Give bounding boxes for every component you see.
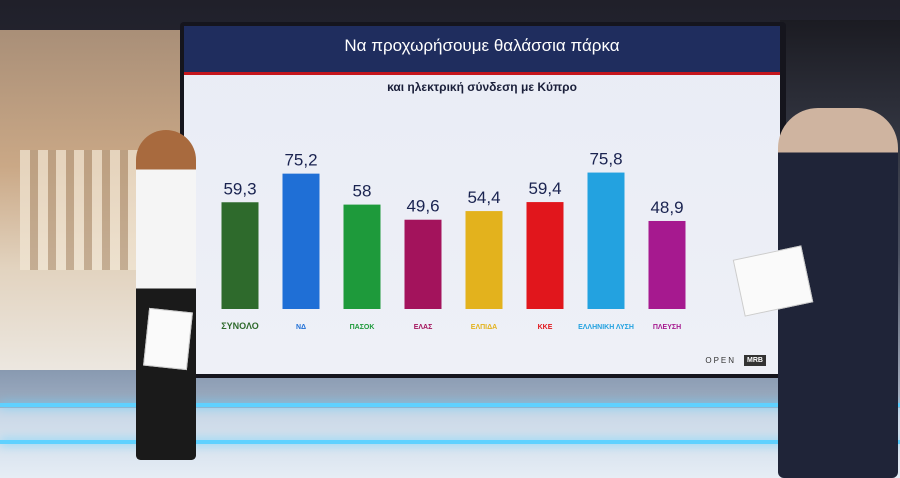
- chart-title: Να προχωρήσουμε θαλάσσια πάρκα: [344, 36, 620, 55]
- bar-value-label: 59,3: [223, 179, 256, 198]
- bar-value-label: 58: [353, 182, 372, 201]
- bar-6: [526, 202, 564, 309]
- category-label: ΝΔ: [296, 324, 306, 331]
- category-label: ΠΑΣΟΚ: [350, 324, 375, 331]
- bar-2: [282, 173, 320, 309]
- category-label: ΕΛΑΣ: [414, 324, 433, 331]
- bar-3: [343, 204, 381, 309]
- bar-4: [404, 219, 442, 309]
- mrb-logo: MRB: [744, 355, 766, 366]
- bar-value-label: 75,8: [589, 150, 622, 169]
- poll-chart-screen: Να προχωρήσουμε θαλάσσια πάρκα και ηλεκτ…: [184, 26, 780, 374]
- presenter-left: [136, 130, 196, 460]
- bar-value-label: 54,4: [467, 188, 500, 207]
- floor-light-strip: [0, 403, 900, 407]
- category-label: ΕΛΛΗΝΙΚΗ ΛΥΣΗ: [578, 324, 634, 331]
- bar-value-label: 49,6: [406, 197, 439, 216]
- bar-1: [221, 202, 259, 309]
- bar-value-label: 48,9: [650, 198, 683, 217]
- floor-light-strip: [0, 440, 900, 444]
- bar-5: [465, 211, 503, 309]
- bar-8: [648, 220, 686, 309]
- chart-subtitle: και ηλεκτρική σύνδεση με Κύπρο: [387, 80, 577, 94]
- category-label: ΣΥΝΟΛΟ: [221, 321, 258, 331]
- category-label: ΠΛΕΥΣΗ: [653, 324, 681, 331]
- open-logo: OPEN: [705, 356, 737, 365]
- category-label: ΕΛΠΙΔΑ: [471, 324, 497, 331]
- category-label: ΚΚΕ: [538, 324, 553, 331]
- paper-sheet: [143, 307, 193, 371]
- bar-value-label: 59,4: [528, 179, 561, 198]
- bar-value-label: 75,2: [284, 151, 317, 170]
- bar-7: [587, 172, 625, 309]
- title-bar: Να προχωρήσουμε θαλάσσια πάρκα: [184, 26, 780, 75]
- bar-chart: 59,3 ΣΥΝΟΛΟ 75,2 ΝΔ 58 ΠΑΣΟΚ 49,6 ΕΛΑΣ 54,4 ΕΛΠΙΔ…: [221, 150, 686, 331]
- parliament-columns-image: [20, 150, 140, 270]
- footer-logos: OPEN MRB: [705, 355, 766, 366]
